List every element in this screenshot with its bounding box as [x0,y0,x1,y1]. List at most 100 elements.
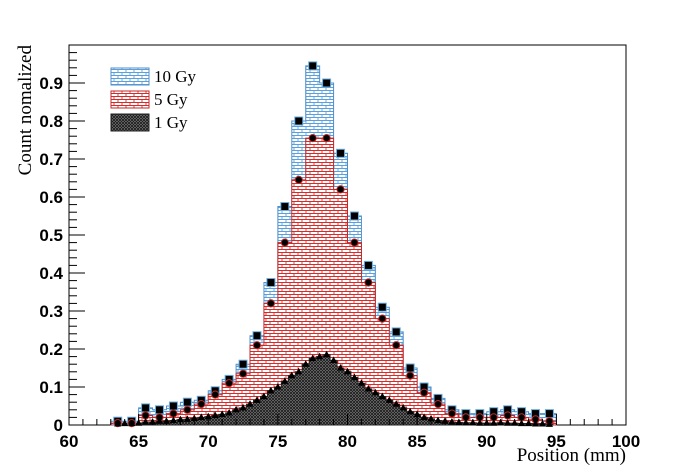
marker-10-gy-13 [294,116,304,126]
legend-swatch-1-gy [110,113,150,132]
marker-1-gy-50 [462,418,470,426]
y-tick-label: 0.1 [39,378,63,397]
y-tick-label: 0.4 [39,264,63,283]
marker-10-gy-18 [363,260,373,270]
marker-5-gy-28 [503,411,512,420]
marker-1-gy-18 [239,403,247,411]
marker-1-gy-60 [531,419,540,427]
legend: 10 Gy 5 Gy 1 Gy [110,67,197,132]
marker-1-gy-44 [420,413,428,420]
x-tick-label: 75 [268,432,287,451]
x-axis-title: Position (mm) [517,445,626,466]
marker-5-gy-22 [419,388,429,397]
x-tick-label: 100 [612,432,640,451]
marker-1-gy-2 [128,419,136,427]
x-tick-label: 80 [338,432,357,451]
marker-5-gy-23 [433,400,443,409]
marker-1-gy-19 [246,400,254,407]
marker-1-gy-28 [309,354,317,362]
x-tick-label: 85 [408,432,427,451]
marker-10-gy-11 [266,278,276,287]
marker-10-gy-12 [280,202,290,211]
marker-1-gy-6 [155,417,164,424]
y-tick-label: 0.8 [39,112,63,131]
marker-1-gy-21 [260,392,268,400]
marker-5-gy-11 [266,299,276,308]
marker-1-gy-27 [302,360,310,367]
marker-1-gy-11 [190,414,198,422]
marker-10-gy-15 [322,78,332,88]
x-tick-label: 70 [199,432,218,451]
marker-1-gy-29 [316,352,324,360]
marker-10-gy-5 [182,397,192,407]
marker-1-gy-32 [336,364,345,371]
marker-1-gy-37 [371,388,379,396]
legend-swatch-5-gy [110,90,150,109]
marker-10-gy-19 [377,302,387,312]
marker-5-gy-5 [183,405,192,414]
marker-1-gy-9 [176,415,184,423]
marker-10-gy-3 [155,405,165,415]
legend-swatch-10-gy [110,67,150,86]
y-tick-label: 0.2 [39,340,63,359]
marker-1-gy-52 [476,419,484,426]
marker-5-gy-14 [308,134,317,143]
y-tick-label: 0.3 [39,302,63,321]
marker-10-gy-20 [391,327,401,337]
marker-1-gy-38 [378,392,386,400]
marker-5-gy-17 [350,238,359,247]
data-markers [113,61,554,428]
marker-5-gy-7 [211,390,220,399]
marker-5-gy-10 [252,341,262,350]
marker-1-gy-4 [141,417,150,425]
marker-5-gy-9 [238,369,248,378]
marker-1-gy-62 [545,420,554,427]
marker-10-gy-21 [405,363,415,373]
marker-1-gy-43 [413,410,421,417]
marker-1-gy-24 [281,377,289,384]
marker-10-gy-16 [336,148,346,158]
marker-5-gy-15 [322,134,331,143]
marker-10-gy-14 [308,61,318,71]
marker-1-gy-30 [323,350,331,358]
marker-1-gy-12 [197,413,205,420]
marker-1-gy-20 [253,396,261,403]
marker-1-gy-23 [274,383,282,390]
y-tick-label: 0 [54,416,63,435]
x-tick-label: 65 [129,432,148,451]
x-tick-label: 90 [477,432,496,451]
marker-10-gy-2 [141,403,151,413]
legend-label-5-gy: 5 Gy [154,90,188,109]
marker-5-gy-8 [225,379,234,388]
marker-1-gy-48 [448,417,456,425]
marker-1-gy-0 [114,419,122,427]
legend-label-10-gy: 10 Gy [154,67,197,86]
x-tick-label: 95 [547,432,566,451]
marker-1-gy-22 [267,386,275,394]
x-tick-label: 60 [60,432,79,451]
marker-1-gy-15 [218,410,226,417]
marker-1-gy-46 [434,416,442,424]
marker-5-gy-12 [280,238,289,247]
marker-1-gy-39 [385,396,393,403]
marker-10-gy-4 [168,401,178,411]
marker-1-gy-35 [357,379,366,386]
marker-1-gy-36 [364,384,372,392]
marker-1-gy-42 [406,407,414,415]
y-axis-title: Count nomalized [15,45,36,176]
marker-10-gy-17 [349,211,359,221]
marker-1-gy-10 [183,415,191,422]
marker-5-gy-20 [392,341,401,350]
marker-5-gy-6 [197,400,206,409]
marker-1-gy-25 [288,371,296,379]
marker-10-gy-10 [252,331,262,341]
marker-1-gy-14 [211,411,219,419]
marker-5-gy-24 [447,409,457,418]
marker-1-gy-41 [399,403,407,411]
marker-5-gy-16 [336,185,345,194]
axes: 60 65 70 75 80 85 90 95 100 0 0.1 0.2 0.3 0.4 0.5 0.6 0.… [39,52,640,451]
marker-1-gy-54 [490,419,498,426]
marker-1-gy-56 [504,419,512,426]
y-tick-label: 0.7 [39,150,63,169]
marker-1-gy-16 [225,408,233,416]
